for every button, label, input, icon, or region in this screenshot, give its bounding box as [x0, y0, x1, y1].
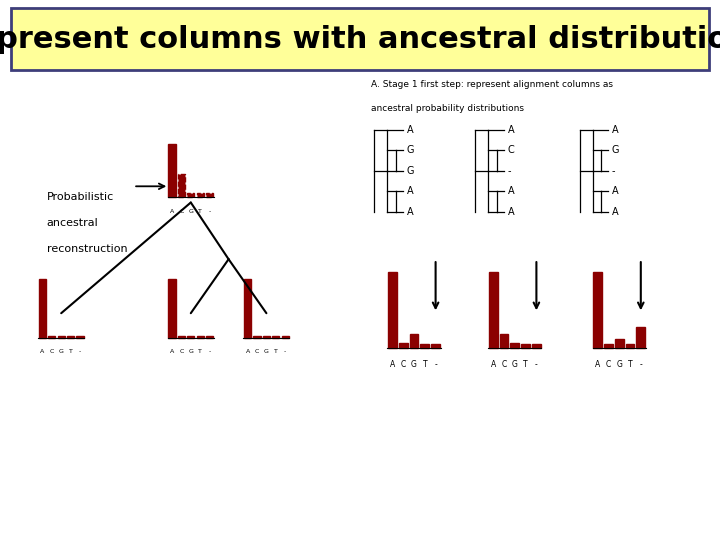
Bar	[282, 335, 289, 338]
Text: -: -	[508, 166, 511, 176]
Bar	[510, 343, 519, 348]
Text: Represent columns with ancestral distributions: Represent columns with ancestral distrib…	[0, 25, 720, 53]
Bar	[39, 279, 46, 338]
Text: -: -	[78, 349, 81, 354]
Text: -: -	[208, 349, 211, 354]
Text: A: A	[407, 125, 413, 134]
Text: T: T	[198, 209, 202, 214]
Bar	[489, 273, 498, 348]
Bar	[263, 335, 270, 338]
Bar	[197, 193, 204, 197]
Text: A: A	[612, 125, 618, 134]
Text: -: -	[434, 360, 437, 369]
Text: T: T	[523, 360, 528, 369]
Bar	[178, 173, 185, 197]
Text: G: G	[407, 166, 414, 176]
Text: A: A	[508, 186, 514, 196]
Bar	[11, 8, 709, 70]
Text: A: A	[40, 349, 45, 354]
Text: C: C	[606, 360, 611, 369]
Text: C: C	[508, 145, 514, 155]
Text: G: G	[616, 360, 622, 369]
Bar	[187, 193, 194, 197]
Bar	[399, 343, 408, 348]
Text: C: C	[255, 349, 259, 354]
Bar	[67, 335, 74, 338]
Text: A: A	[612, 186, 618, 196]
Text: G: G	[189, 349, 193, 354]
Text: T: T	[423, 360, 427, 369]
Text: G: G	[264, 349, 269, 354]
Text: A: A	[508, 125, 514, 134]
Text: G: G	[411, 360, 417, 369]
Bar	[206, 335, 213, 338]
Text: reconstruction: reconstruction	[47, 244, 127, 254]
Text: A: A	[246, 349, 250, 354]
Bar	[76, 335, 84, 338]
Text: C: C	[179, 209, 184, 214]
Bar	[593, 273, 602, 348]
Text: C: C	[50, 349, 54, 354]
Text: A: A	[490, 360, 496, 369]
Bar	[187, 335, 194, 338]
Text: G: G	[512, 360, 518, 369]
Text: -: -	[284, 349, 287, 354]
Text: A: A	[170, 349, 174, 354]
Text: C: C	[400, 360, 406, 369]
Text: ancestral: ancestral	[47, 218, 99, 228]
Text: A: A	[407, 207, 413, 217]
Text: C: C	[179, 349, 184, 354]
Text: A: A	[612, 207, 618, 217]
Bar	[626, 345, 634, 348]
Bar	[388, 273, 397, 348]
Bar	[168, 144, 176, 197]
Bar	[532, 345, 541, 348]
Text: -: -	[639, 360, 642, 369]
Text: G: G	[612, 145, 619, 155]
Text: G: G	[407, 145, 414, 155]
Bar	[168, 279, 176, 338]
Bar	[410, 334, 418, 348]
Text: T: T	[198, 349, 202, 354]
Text: -: -	[535, 360, 538, 369]
Bar	[178, 335, 185, 338]
Bar	[206, 193, 213, 197]
Text: T: T	[274, 349, 278, 354]
Bar	[431, 345, 440, 348]
Text: G: G	[59, 349, 63, 354]
Bar	[604, 345, 613, 348]
Text: T: T	[628, 360, 632, 369]
Text: T: T	[68, 349, 73, 354]
Bar	[244, 279, 251, 338]
Text: A: A	[508, 207, 514, 217]
Bar	[272, 335, 279, 338]
Text: A: A	[390, 360, 395, 369]
Bar	[636, 327, 645, 348]
Text: A: A	[595, 360, 600, 369]
Bar	[420, 345, 429, 348]
Bar	[500, 334, 508, 348]
Text: C: C	[501, 360, 507, 369]
Bar	[48, 335, 55, 338]
Bar	[615, 339, 624, 348]
Text: ancestral probability distributions: ancestral probability distributions	[371, 104, 523, 113]
Text: -: -	[612, 166, 616, 176]
Text: G: G	[189, 209, 193, 214]
Bar	[253, 335, 261, 338]
Bar	[197, 335, 204, 338]
Bar	[521, 345, 530, 348]
Bar	[58, 335, 65, 338]
Text: A: A	[170, 209, 174, 214]
Text: A: A	[407, 186, 413, 196]
Text: Probabilistic: Probabilistic	[47, 192, 114, 202]
Text: A. Stage 1 first step: represent alignment columns as: A. Stage 1 first step: represent alignme…	[371, 80, 613, 89]
Text: -: -	[208, 209, 211, 214]
